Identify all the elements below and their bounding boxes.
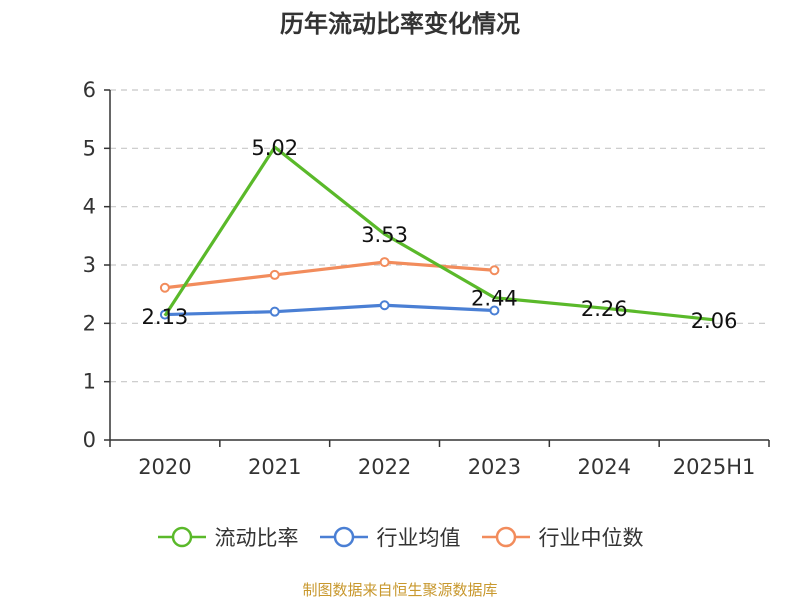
data-label: 2.26 <box>581 297 628 321</box>
series-line-0 <box>163 145 715 322</box>
chart-title: 历年流动比率变化情况 <box>280 10 520 38</box>
legend-label: 行业均值 <box>376 526 461 550</box>
series-point-1 <box>379 300 390 311</box>
series-point-2 <box>269 269 280 280</box>
legend: 流动比率 行业均值 行业中位数 <box>0 521 800 553</box>
data-label: 5.02 <box>251 136 298 160</box>
legend-swatch <box>319 526 368 548</box>
series-point-1 <box>269 306 280 317</box>
legend-item[interactable]: 流动比率 <box>157 522 299 552</box>
x-tick-label: 2021 <box>248 455 301 479</box>
data-label: 3.53 <box>361 223 408 247</box>
grid-lines <box>110 89 769 383</box>
series-line-1 <box>164 303 495 317</box>
series-line-2 <box>164 260 495 290</box>
x-tick-label: 2023 <box>468 455 521 479</box>
x-tick-label: 2020 <box>138 455 191 479</box>
x-tick-label: 2024 <box>578 455 631 479</box>
legend-label: 行业中位数 <box>538 526 644 550</box>
y-tick-label: 1 <box>83 370 96 394</box>
source-note: 制图数据来自恒生聚源数据库 <box>302 581 498 599</box>
y-tick-label: 4 <box>83 195 96 219</box>
y-tick-label: 3 <box>83 253 96 277</box>
x-tick-label: 2025H1 <box>673 455 756 479</box>
series-point-2 <box>489 265 500 276</box>
data-label: 2.44 <box>471 287 518 311</box>
legend-label: 流动比率 <box>214 526 299 550</box>
legend-item[interactable]: 行业均值 <box>319 522 461 552</box>
series-point-2 <box>379 257 390 268</box>
legend-swatch <box>157 526 206 548</box>
legend-swatch-marker <box>171 526 192 548</box>
series-lines <box>159 145 715 322</box>
data-label: 2.06 <box>691 309 738 333</box>
y-tick-label: 0 <box>83 428 96 452</box>
series-point-2 <box>159 282 170 293</box>
y-tick-label: 5 <box>83 136 96 160</box>
axes: 0 1 2 3 4 5 6 2020 2021 2022 2023 2024 2025H1 <box>83 78 770 479</box>
series-point-1 <box>489 305 500 316</box>
legend-item[interactable]: 行业中位数 <box>481 522 644 552</box>
y-tick-label: 2 <box>83 311 96 335</box>
legend-swatch-marker <box>495 526 516 548</box>
data-labels: 2.13 5.02 3.53 2.44 2.26 2.06 <box>142 136 738 333</box>
y-tick-label: 6 <box>83 78 96 102</box>
x-tick-label: 2022 <box>358 455 411 479</box>
data-label: 2.13 <box>142 305 189 329</box>
legend-swatch-marker <box>333 526 354 548</box>
legend-swatch <box>481 526 530 548</box>
